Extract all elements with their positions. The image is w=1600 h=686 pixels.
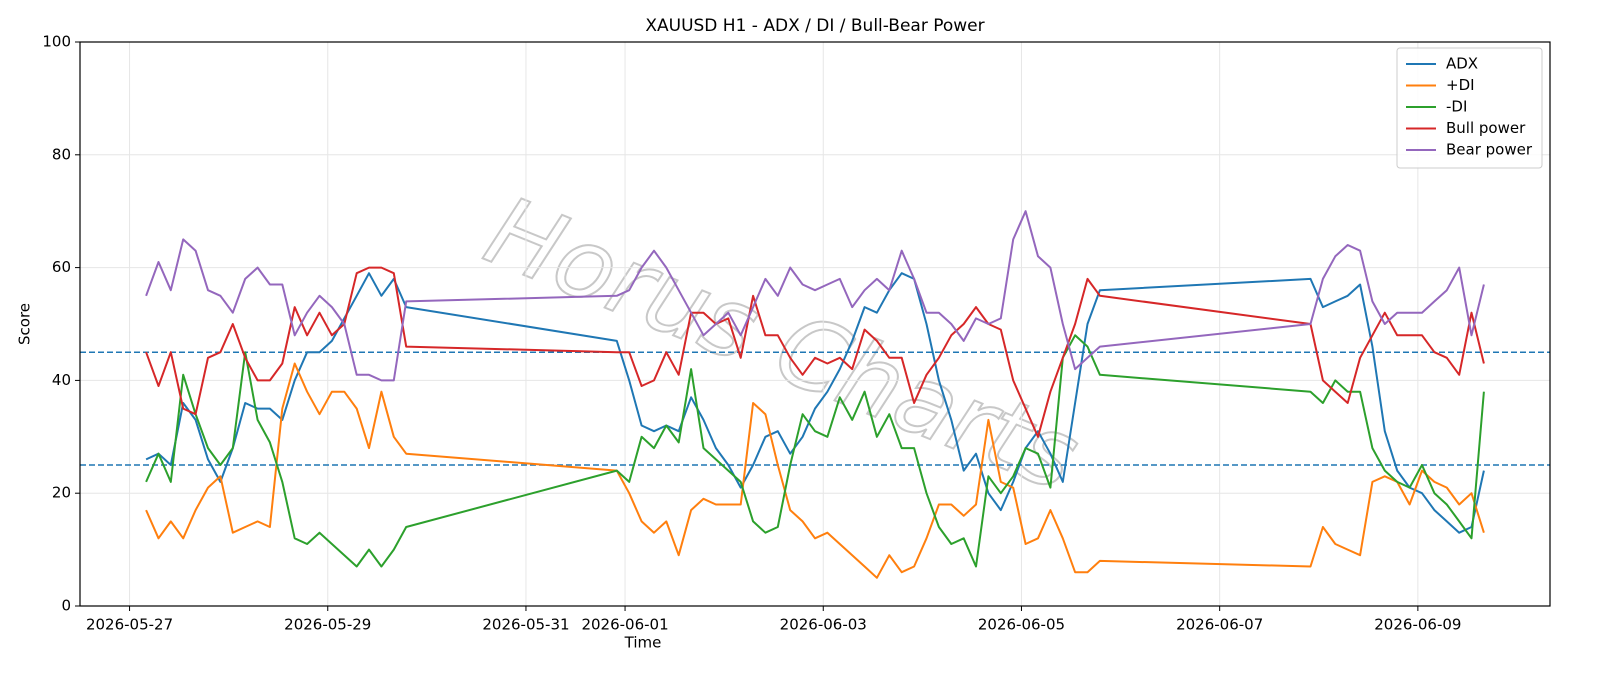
y-tick-label: 40 (52, 371, 71, 389)
series-line (145, 272, 1485, 534)
x-tick-label: 2026-05-31 (482, 616, 569, 634)
x-tick-label: 2026-06-07 (1176, 616, 1263, 634)
legend-box (1396, 47, 1543, 169)
series-line (145, 334, 1485, 568)
chart-title: XAUUSD H1 - ADX / DI / Bull-Bear Power (645, 16, 984, 36)
x-tick-label: 2026-06-01 (581, 616, 668, 634)
legend-label: Bear power (1446, 141, 1533, 159)
y-tick-label: 80 (52, 145, 71, 163)
x-tick-label: 2026-06-05 (978, 616, 1065, 634)
y-tick-label: 0 (61, 597, 71, 615)
legend-label: +DI (1446, 76, 1475, 94)
y-tick-label: 100 (42, 33, 71, 51)
y-tick-label: 60 (52, 258, 71, 276)
y-tick-label: 20 (52, 484, 71, 502)
y-axis-label: Score (16, 303, 34, 345)
legend-label: -DI (1446, 98, 1467, 116)
series-line (145, 362, 1485, 579)
series-line (145, 210, 1485, 382)
legend-label: Bull power (1446, 119, 1526, 137)
legend-label: ADX (1446, 55, 1478, 73)
x-tick-label: 2026-06-03 (780, 616, 867, 634)
x-tick-label: 2026-06-09 (1374, 616, 1461, 634)
series-line (145, 266, 1485, 438)
plot-frame (79, 41, 1551, 607)
x-axis-label: Time (624, 634, 662, 652)
x-tick-label: 2026-05-27 (86, 616, 173, 634)
x-tick-label: 2026-05-29 (284, 616, 371, 634)
